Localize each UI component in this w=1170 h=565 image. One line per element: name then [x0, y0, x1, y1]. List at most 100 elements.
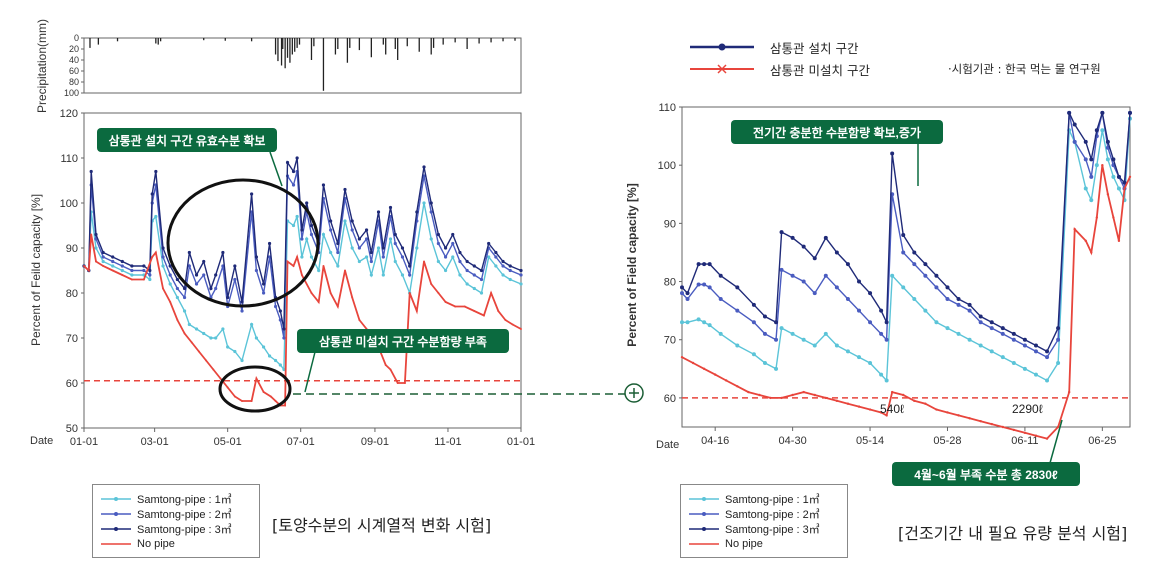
right-point — [751, 320, 756, 325]
left-point — [278, 318, 282, 322]
right-xtick-label: 05-28 — [933, 435, 961, 447]
left-point — [451, 255, 455, 259]
left-point — [343, 187, 347, 192]
left-ytick-label: 110 — [60, 153, 78, 165]
left-point — [250, 192, 254, 196]
right-point — [978, 314, 983, 319]
right-point — [956, 331, 961, 336]
left-point — [388, 237, 393, 241]
left-point — [194, 273, 199, 277]
left-point — [343, 219, 347, 223]
left-point — [351, 296, 354, 299]
right-point — [967, 337, 972, 342]
left-point — [168, 273, 172, 277]
precip-tick-label: 20 — [69, 44, 79, 54]
right-point — [718, 297, 723, 301]
left-ytick-label: 80 — [66, 288, 78, 300]
right-point — [890, 390, 894, 394]
left-point — [396, 382, 399, 384]
legend-item: No pipe — [101, 536, 251, 551]
left-point — [357, 237, 361, 241]
tester-note: ·시험기관 : 한국 먹는 물 연구원 — [947, 62, 1101, 76]
left-point — [274, 400, 277, 402]
left-point — [520, 328, 522, 330]
right-point — [1083, 139, 1088, 144]
left-point — [282, 336, 286, 340]
left-point — [202, 331, 206, 336]
left-point — [458, 250, 462, 255]
right-point — [1023, 431, 1027, 435]
right-point — [890, 273, 895, 278]
left-point — [154, 251, 157, 254]
left-line-chart: 50 60 70 80 90 100 110 120 01-01 03-01 05-01 07-01 0… — [29, 108, 535, 448]
right-point — [751, 352, 756, 357]
right-point — [801, 279, 806, 284]
left-point — [111, 255, 115, 259]
left-point — [408, 273, 412, 277]
left-legend: Samtong-pipe : 1㎥ Samtong-pipe : 2㎥ Samt… — [92, 484, 260, 558]
right-point — [1011, 337, 1016, 342]
right-point — [1056, 326, 1061, 331]
left-ytick-label: 90 — [66, 243, 78, 255]
right-point — [1128, 110, 1132, 115]
right-point — [1012, 428, 1016, 432]
left-point — [202, 273, 206, 277]
left-point — [187, 322, 191, 327]
left-point — [151, 256, 154, 258]
left-point — [309, 255, 314, 259]
right-point — [989, 326, 994, 331]
left-point — [219, 377, 222, 380]
left-point — [329, 219, 333, 223]
right-point — [812, 291, 817, 296]
left-point — [350, 219, 354, 223]
left-point — [233, 264, 237, 268]
right-point — [1123, 187, 1126, 190]
line-marker-dot-icon — [690, 43, 754, 51]
right-point — [857, 405, 861, 408]
right-point — [1045, 378, 1050, 383]
right-point — [762, 361, 767, 365]
right-series-line — [681, 112, 1131, 359]
left-point — [300, 237, 304, 241]
precipitation-frame — [83, 37, 522, 94]
left-point — [322, 265, 325, 267]
right-point — [774, 320, 779, 325]
right-point — [702, 367, 706, 371]
right-xtick-label: 05-14 — [856, 435, 884, 447]
left-point — [187, 264, 191, 268]
left-point — [479, 277, 484, 282]
right-point — [685, 297, 690, 301]
left-point — [182, 286, 187, 291]
right-point — [868, 408, 872, 411]
legend-item: Samtong-pipe : 3㎥ — [101, 521, 251, 536]
left-point — [175, 277, 179, 282]
left-point — [176, 319, 179, 321]
right-point — [845, 349, 850, 354]
left-point — [519, 282, 523, 286]
left-point — [443, 246, 448, 250]
left-point — [226, 345, 230, 349]
left-point — [154, 214, 158, 219]
right-point — [913, 399, 916, 403]
left-point — [336, 305, 339, 308]
left-point — [508, 277, 512, 282]
right-point — [956, 302, 961, 307]
right-point — [1045, 349, 1050, 354]
left-point — [214, 273, 218, 277]
left-point — [329, 228, 333, 232]
legend-label: Samtong-pipe : 2㎥ — [137, 508, 232, 521]
right-point — [884, 337, 889, 342]
left-point — [130, 268, 134, 273]
left-point — [336, 264, 340, 268]
right-point — [946, 411, 949, 414]
left-point — [291, 183, 296, 187]
right-point — [1000, 331, 1005, 336]
left-point — [423, 260, 425, 263]
right-point — [707, 323, 712, 328]
left-point — [400, 255, 405, 259]
left-point — [148, 268, 152, 273]
right-point — [680, 291, 684, 296]
legend-swatch-icon — [689, 496, 719, 501]
left-point — [344, 269, 346, 272]
